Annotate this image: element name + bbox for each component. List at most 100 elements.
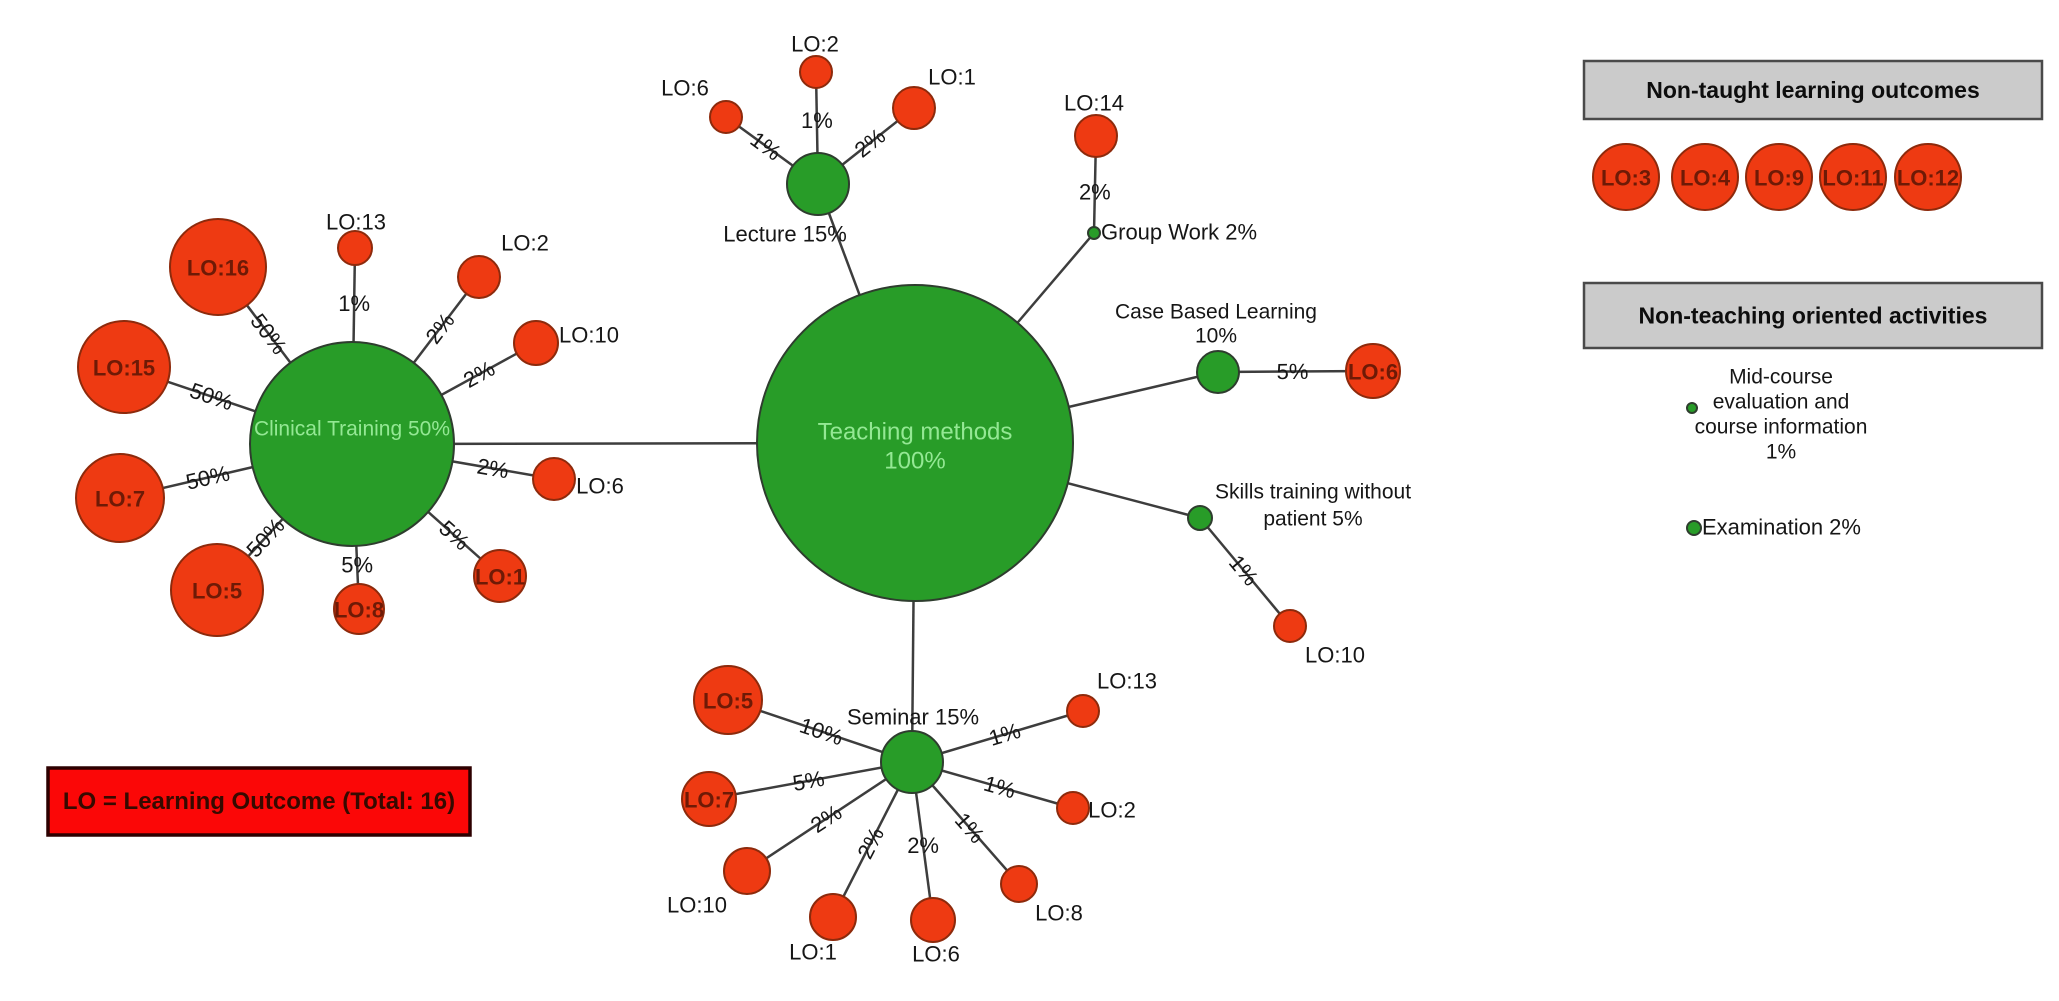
node-nt9 xyxy=(1745,143,1813,211)
node-label-midcourse-dot: Mid-course xyxy=(1729,366,1833,389)
edge-label-seminar-lo2S: 1% xyxy=(981,771,1018,804)
node-label-nt4: LO:4 xyxy=(1680,166,1731,191)
node-label-midcourse-dot: course information xyxy=(1695,416,1868,439)
panel-header-box-non-taught xyxy=(1582,59,2044,121)
node-nt12 xyxy=(1894,143,1962,211)
edge-label-seminar-lo7S: 5% xyxy=(791,766,827,796)
node-label-midcourse-dot: evaluation and xyxy=(1713,391,1850,414)
node-lo1L xyxy=(892,86,936,130)
node-label-nt11: LO:11 xyxy=(1822,166,1883,191)
node-label-teaching: 100% xyxy=(884,448,945,475)
node-label-lo6C2: LO:6 xyxy=(576,474,624,499)
node-lo2C xyxy=(457,255,501,299)
node-lo14 xyxy=(1074,114,1118,158)
node-nt11 xyxy=(1819,143,1887,211)
node-teaching xyxy=(756,284,1074,602)
node-lo6CB xyxy=(1345,343,1401,399)
node-label-lo5S: LO:5 xyxy=(703,689,753,714)
node-label-lo5C: LO:5 xyxy=(192,579,242,604)
node-label-lo8S: LO:8 xyxy=(1035,901,1083,926)
node-lo10C xyxy=(513,320,559,366)
node-label-lo1C: LO:1 xyxy=(475,565,525,590)
node-label-exam-dot: Examination 2% xyxy=(1702,515,1861,540)
node-lo7C xyxy=(75,453,165,543)
node-label-lo15: LO:15 xyxy=(93,356,155,381)
edge-label-groupwork-lo14: 2% xyxy=(1079,179,1111,204)
node-label-lo6L: LO:6 xyxy=(661,76,709,101)
node-cbl xyxy=(1196,350,1240,394)
edge-label-clinical-lo15: 50% xyxy=(187,378,237,416)
node-lo2L xyxy=(799,55,833,89)
node-lo1S xyxy=(809,893,857,941)
node-label-lecture: Lecture 15% xyxy=(723,222,847,247)
node-label-lo2L: LO:2 xyxy=(791,32,839,57)
edge-skills-lo10S xyxy=(1199,517,1291,627)
node-label-lo6CB: LO:6 xyxy=(1348,360,1398,385)
node-lo10Se xyxy=(723,847,771,895)
edge-label-clinical-lo13C: 1% xyxy=(338,291,370,316)
node-lo5S xyxy=(693,665,763,735)
node-label-skills: Skills training without xyxy=(1215,481,1411,504)
edge-label-seminar-lo6S: 2% xyxy=(907,833,939,858)
node-groupwork xyxy=(1087,226,1101,240)
legend-label: LO = Learning Outcome (Total: 16) xyxy=(63,788,455,815)
node-clinical xyxy=(249,341,455,547)
edge-seminar-lo7S xyxy=(708,760,913,801)
node-label-lo10Se: LO:10 xyxy=(667,893,727,918)
edge-label-seminar-lo10Se: 2% xyxy=(806,800,846,838)
edge-label-clinical-lo6C2: 2% xyxy=(475,453,511,483)
node-label-nt3: LO:3 xyxy=(1601,166,1651,191)
node-label-nt12: LO:12 xyxy=(1897,166,1959,191)
edge-label-seminar-lo13S: 1% xyxy=(986,718,1024,751)
panel-header-title-non-taught: Non-taught learning outcomes xyxy=(1646,77,1980,103)
edge-seminar-lo10Se xyxy=(746,760,913,873)
node-label-lo6S: LO:6 xyxy=(912,942,960,967)
node-label-lo8C: LO:8 xyxy=(334,598,384,623)
edge-label-clinical-lo7C: 50% xyxy=(183,460,232,494)
edge-label-lecture-lo6L: 1% xyxy=(746,127,786,166)
node-label-clinical: Clinical Training 50% xyxy=(254,418,450,441)
node-label-lo2S: LO:2 xyxy=(1088,798,1136,823)
node-label-cbl: 10% xyxy=(1195,325,1237,348)
node-label-cbl: Case Based Learning xyxy=(1115,301,1317,324)
node-label-lo16: LO:16 xyxy=(187,256,249,281)
node-lo8C xyxy=(333,583,385,635)
node-lo2S xyxy=(1056,791,1090,825)
node-lo6C2 xyxy=(532,457,576,501)
node-lo1C xyxy=(473,549,527,603)
node-lo6L xyxy=(709,100,743,134)
edge-label-lecture-lo2L: 1% xyxy=(801,108,833,133)
node-lo8S xyxy=(1000,865,1038,903)
node-lo5C xyxy=(170,543,264,637)
edge-label-clinical-lo10C: 2% xyxy=(459,356,499,393)
node-seminar xyxy=(880,730,944,794)
node-lo6S xyxy=(910,897,956,943)
edge-label-clinical-lo2C: 2% xyxy=(420,308,459,348)
node-label-lo14: LO:14 xyxy=(1064,91,1124,116)
node-lecture xyxy=(786,152,850,216)
edge-label-lecture-lo1L: 2% xyxy=(850,123,890,162)
node-label-lo1S: LO:1 xyxy=(789,940,837,965)
edge-label-skills-lo10S: 1% xyxy=(1224,550,1264,590)
edge-label-seminar-lo5S: 10% xyxy=(797,713,847,751)
edge-label-seminar-lo1S: 2% xyxy=(852,823,889,863)
node-label-teaching: Teaching methods xyxy=(818,419,1013,446)
node-label-lo10C: LO:10 xyxy=(559,323,619,348)
edge-label-clinical-lo16: 50% xyxy=(245,309,292,359)
node-lo13C xyxy=(337,230,373,266)
node-lo10S xyxy=(1273,609,1307,643)
node-nt4 xyxy=(1671,143,1739,211)
edge-label-clinical-lo8C: 5% xyxy=(341,552,373,577)
node-lo15 xyxy=(77,320,171,414)
node-label-groupwork: Group Work 2% xyxy=(1101,220,1257,245)
node-label-lo1L: LO:1 xyxy=(928,65,976,90)
node-exam-dot xyxy=(1686,520,1702,536)
node-label-lo10S: LO:10 xyxy=(1305,643,1365,668)
node-lo16 xyxy=(169,218,267,316)
node-skills xyxy=(1187,505,1213,531)
node-label-seminar: Seminar 15% xyxy=(847,705,979,730)
edge-label-cbl-lo6CB: 5% xyxy=(1277,359,1309,384)
node-label-lo7S: LO:7 xyxy=(684,788,734,813)
node-label-lo13S: LO:13 xyxy=(1097,669,1157,694)
